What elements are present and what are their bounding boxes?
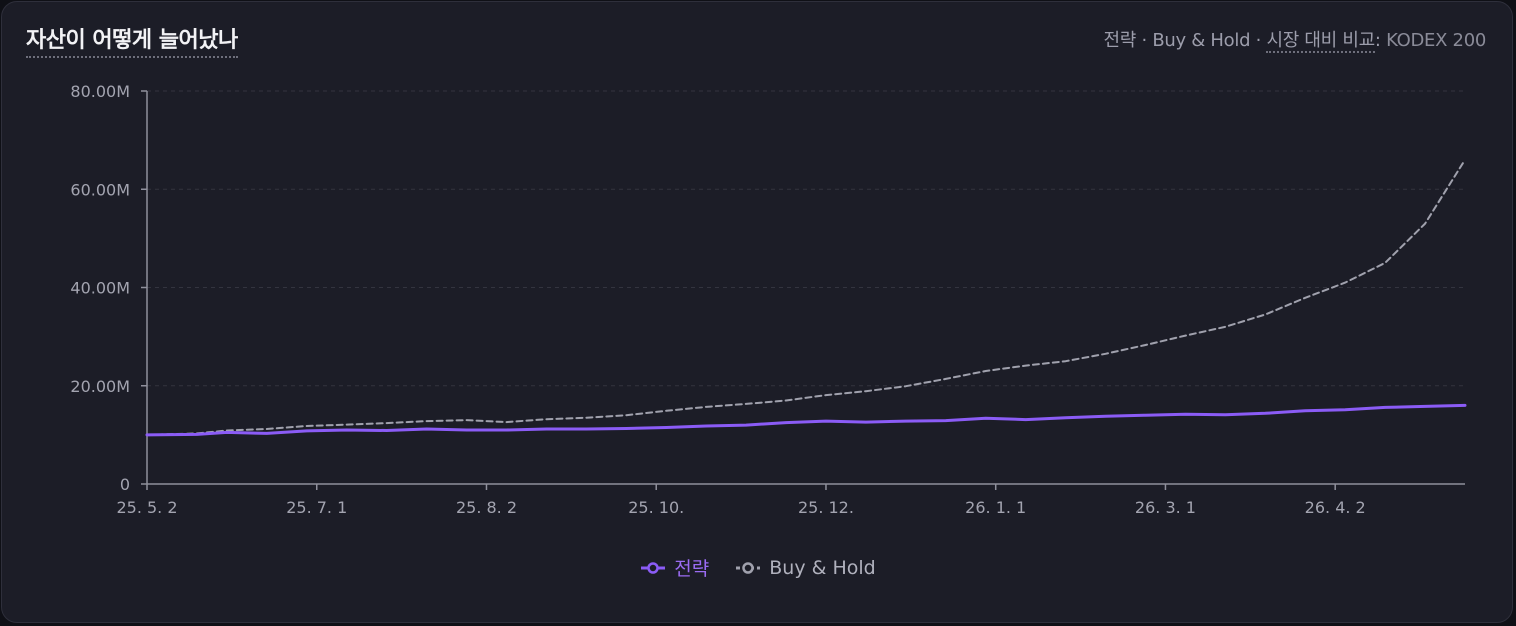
series-line-buy-hold xyxy=(146,158,1466,436)
series-lines xyxy=(145,158,1467,437)
x-tick-label: 25. 8. 2 xyxy=(456,498,517,517)
series-line-strategy xyxy=(145,403,1467,437)
y-tick-label: 40.00M xyxy=(70,279,130,298)
y-tick-label: 0 xyxy=(120,475,130,494)
x-tick-label: 25. 10. xyxy=(628,498,684,517)
chart-title: 자산이 어떻게 늘어났나 xyxy=(26,22,238,58)
axes: 0 20.00M 40.00M 60.00M 80.00M 25. 5. 2 25. 7. … xyxy=(70,82,1465,517)
subtitle-benchmark: KODEX 200 xyxy=(1386,30,1486,51)
legend-strategy-icon xyxy=(641,561,666,574)
legend-item-strategy[interactable]: 전략 xyxy=(640,554,709,581)
legend-buy-hold-label: Buy & Hold xyxy=(769,556,876,579)
y-tick-label: 80.00M xyxy=(70,82,130,101)
x-tick-label: 25. 12. xyxy=(798,498,854,517)
legend-buy-hold-icon xyxy=(736,561,761,574)
subtitle-compare-link[interactable]: 시장 대비 비교 xyxy=(1266,30,1375,53)
subtitle-separator: · xyxy=(1136,30,1153,51)
subtitle-colon: : xyxy=(1374,30,1387,51)
x-tick-label: 25. 7. 1 xyxy=(286,498,347,517)
subtitle-buy-hold: Buy & Hold xyxy=(1152,30,1251,51)
x-tick-label: 26. 3. 1 xyxy=(1135,498,1196,517)
chart-legend: 전략 Buy & Hold xyxy=(0,554,1516,581)
subtitle-separator: · xyxy=(1250,30,1267,51)
x-tick-label: 26. 1. 1 xyxy=(965,498,1026,517)
grid xyxy=(147,90,1465,387)
y-tick-label: 20.00M xyxy=(70,377,130,396)
x-tick-label: 25. 5. 2 xyxy=(116,498,177,517)
legend-item-buy-hold[interactable]: Buy & Hold xyxy=(735,556,876,579)
chart-subtitle: 전략 · Buy & Hold · 시장 대비 비교: KODEX 200 xyxy=(1103,26,1486,53)
x-tick-label: 26. 4. 2 xyxy=(1305,498,1366,517)
y-tick-label: 60.00M xyxy=(70,180,130,199)
legend-strategy-label: 전략 xyxy=(674,558,710,580)
subtitle-strategy: 전략 xyxy=(1103,30,1137,51)
